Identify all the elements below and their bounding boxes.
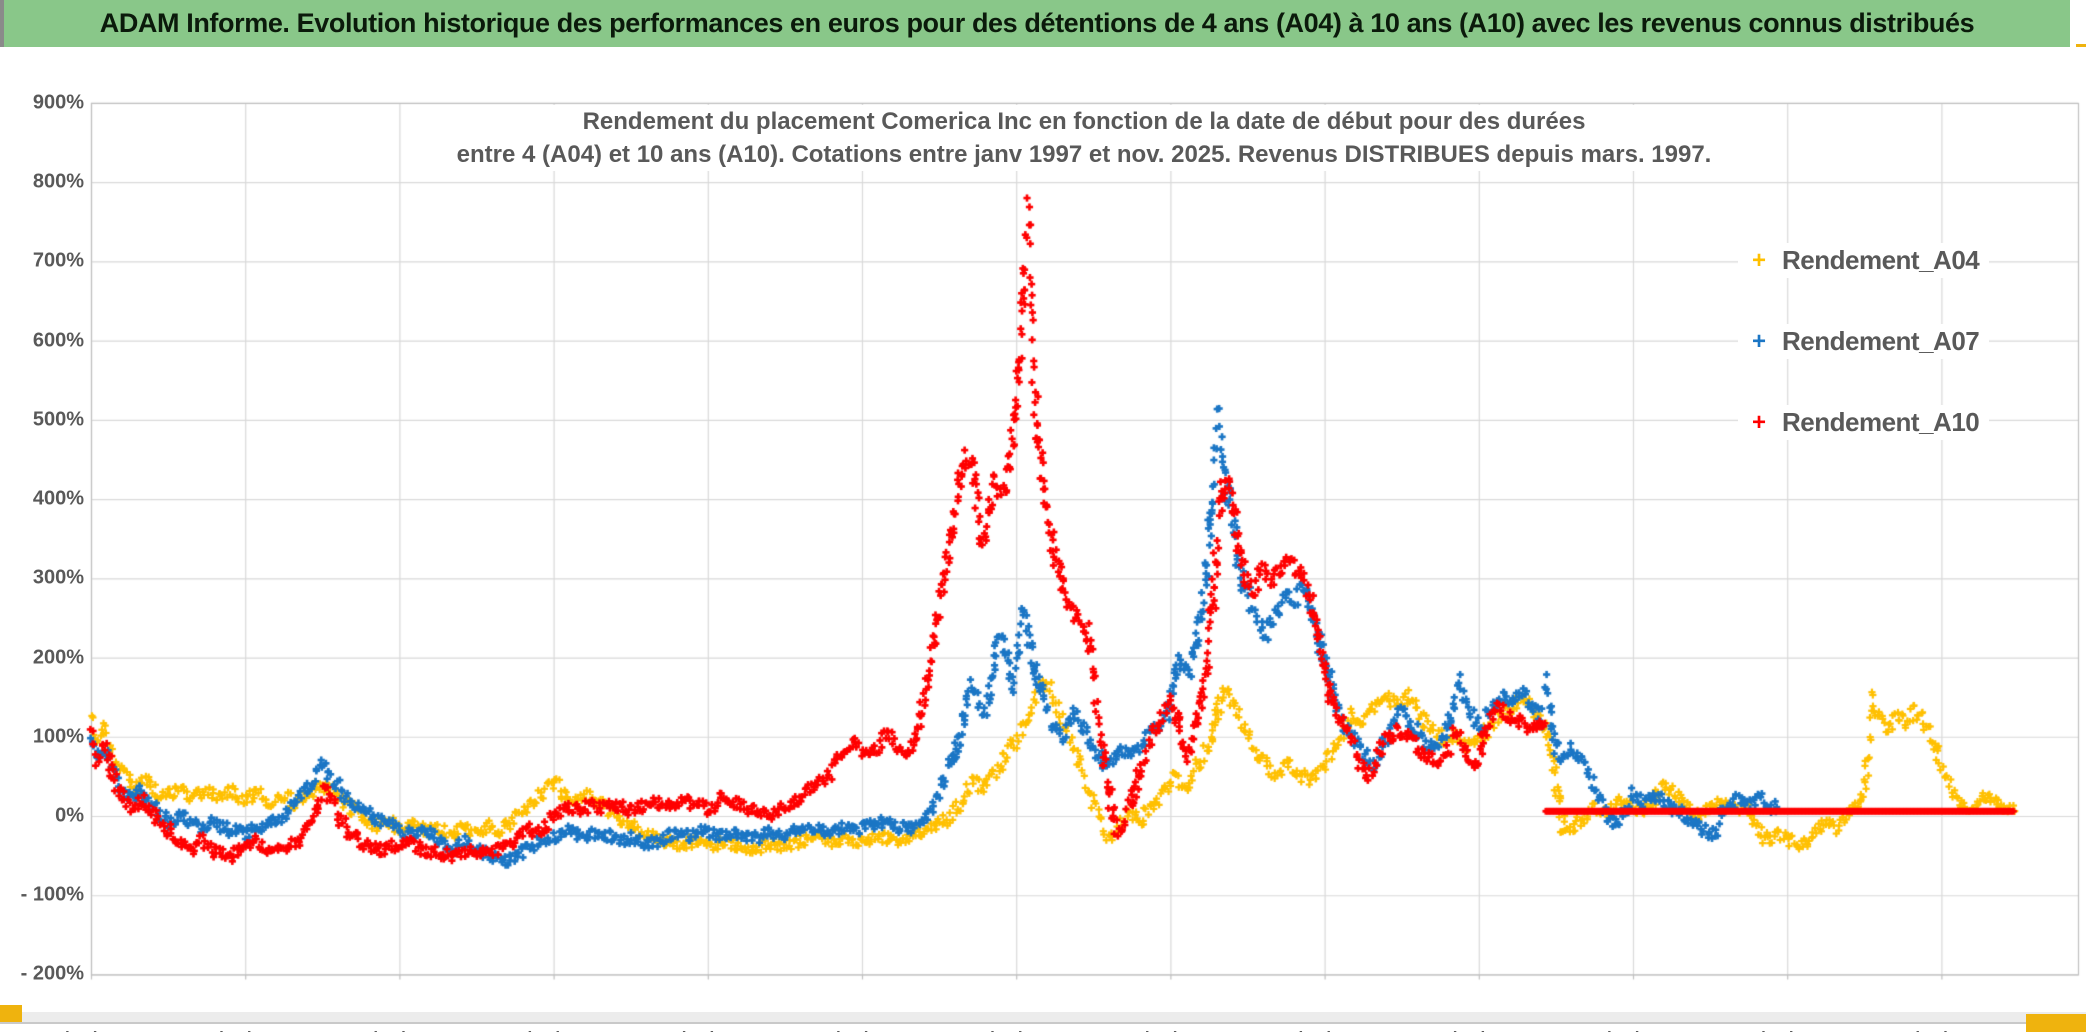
legend-item-rendement-a10[interactable]: + Rendement_A10 bbox=[1738, 405, 1990, 440]
y-tick-label: 500% bbox=[32, 408, 84, 431]
chart-area: Rendement du placement Comerica Inc en f… bbox=[0, 47, 2086, 1032]
x-tick-label: 01/01/2013 bbox=[1275, 1029, 1375, 1032]
legend-label-a04: Rendement_A04 bbox=[1782, 245, 1980, 275]
scatter-chart-canvas bbox=[0, 47, 2086, 1012]
y-tick-label: 800% bbox=[32, 170, 84, 193]
chart-title-line2: entre 4 (A04) et 10 ans (A10). Cotations… bbox=[456, 141, 1712, 168]
y-tick-label: 900% bbox=[32, 91, 84, 114]
plus-marker-icon-a10: + bbox=[1751, 408, 1766, 436]
x-tick-label: 01/01/2005 bbox=[658, 1029, 758, 1032]
header-title: ADAM Informe. Evolution historique des p… bbox=[99, 8, 1975, 38]
x-tick-label: 01/01/2015 bbox=[1429, 1029, 1529, 1032]
chart-title-line1: Rendement du placement Comerica Inc en f… bbox=[582, 108, 1586, 135]
y-tick-label: 200% bbox=[32, 646, 84, 669]
x-tick-label: 01/01/2017 bbox=[1583, 1029, 1683, 1032]
y-tick-label: - 100% bbox=[20, 883, 84, 906]
y-tick-label: - 200% bbox=[20, 962, 84, 985]
x-tick-label: 01/01/1997 bbox=[41, 1029, 141, 1032]
left-border-decoration bbox=[0, 0, 4, 56]
legend-label-a10: Rendement_A10 bbox=[1782, 407, 1980, 437]
x-tick-label: 01/01/2011 bbox=[1121, 1029, 1220, 1032]
legend-item-rendement-a04[interactable]: + Rendement_A04 bbox=[1738, 243, 1990, 278]
y-tick-label: 600% bbox=[32, 329, 84, 352]
y-tick-label: 0% bbox=[55, 804, 84, 827]
y-tick-label: 700% bbox=[32, 249, 84, 272]
x-tick-label: 01/01/2021 bbox=[1891, 1029, 1991, 1032]
x-tick-label: 01/01/2003 bbox=[504, 1029, 604, 1032]
chart-title: Rendement du placement Comerica Inc en f… bbox=[442, 105, 1726, 171]
y-tick-label: 400% bbox=[32, 487, 84, 510]
y-tick-label: 100% bbox=[32, 725, 84, 748]
legend-label-a07: Rendement_A07 bbox=[1782, 326, 1980, 356]
gold-accent-bottom-left bbox=[0, 1005, 22, 1022]
plus-marker-icon-a07: + bbox=[1751, 327, 1766, 355]
header-bar: ADAM Informe. Evolution historique des p… bbox=[4, 0, 2070, 47]
bottom-strip-decoration bbox=[0, 1012, 2086, 1024]
legend-item-rendement-a07[interactable]: + Rendement_A07 bbox=[1738, 324, 1990, 359]
y-tick-label: 300% bbox=[32, 566, 84, 589]
x-tick-label: 01/01/2007 bbox=[812, 1029, 912, 1032]
x-tick-label: 01/01/1999 bbox=[195, 1029, 295, 1032]
x-tick-label: 01/01/2019 bbox=[1737, 1029, 1837, 1032]
x-tick-label: 01/01/2001 bbox=[349, 1029, 449, 1032]
chart-legend: + Rendement_A04 + Rendement_A07 + Rendem… bbox=[1738, 243, 1990, 440]
x-tick-label: 01/01/2009 bbox=[966, 1029, 1066, 1032]
plus-marker-icon-a04: + bbox=[1751, 246, 1766, 274]
gold-accent-bottom-right bbox=[2026, 1014, 2086, 1032]
